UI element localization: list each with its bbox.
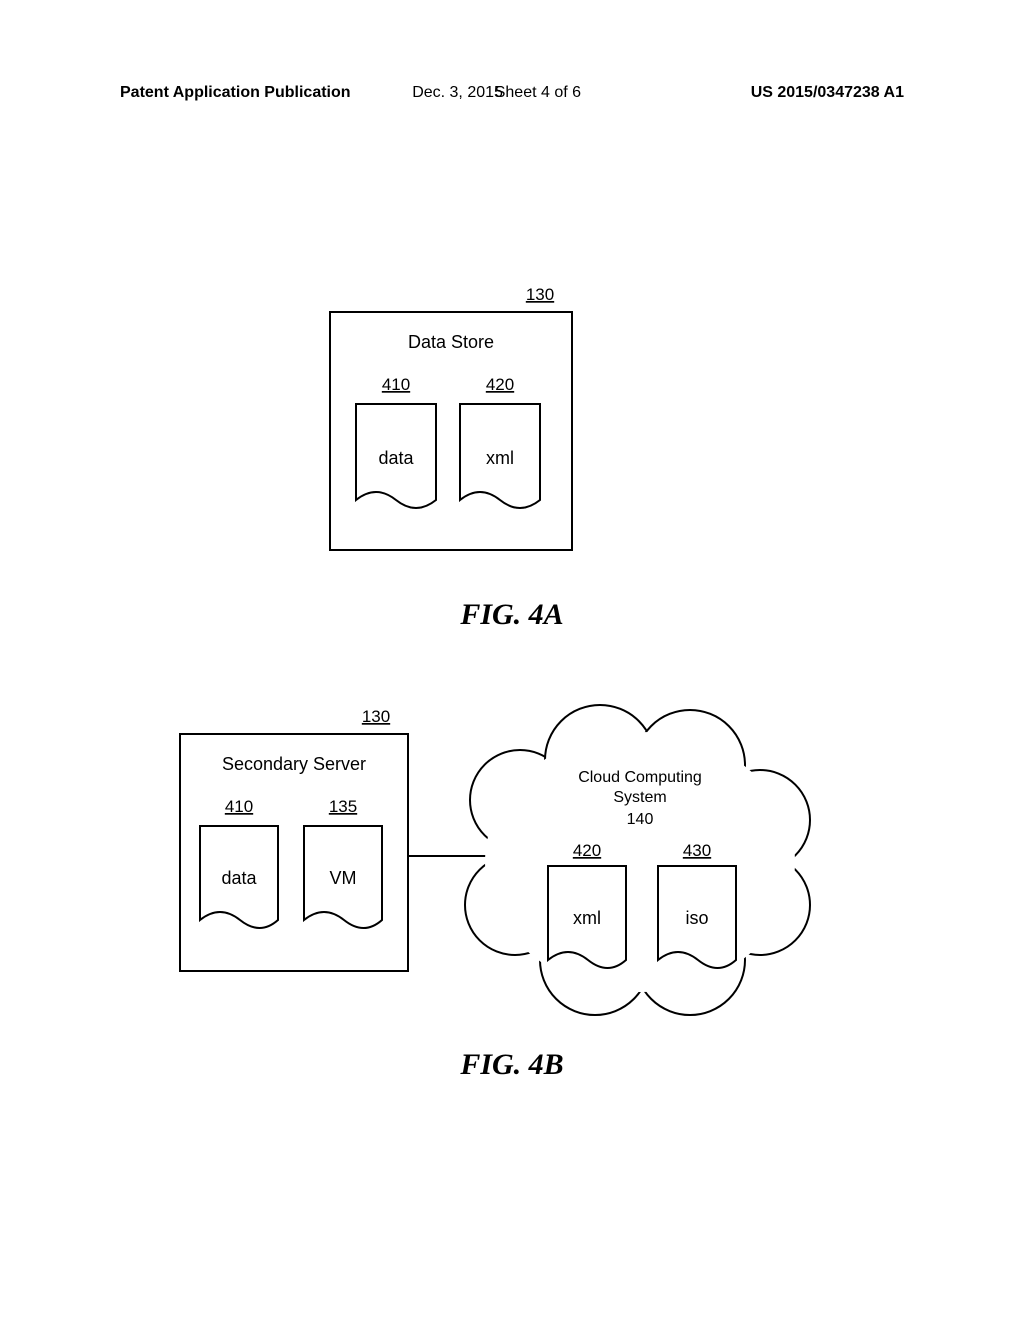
fig4b-doc3-ref: 420 xyxy=(573,841,601,860)
fig4b-doc4-ref: 430 xyxy=(683,841,711,860)
fig4b-server-title: Secondary Server xyxy=(222,754,366,774)
fig4b-doc1-label: data xyxy=(221,868,257,888)
page: Patent Application Publication Dec. 3, 2… xyxy=(0,0,1024,1320)
fig4b-cloud-title2: System xyxy=(613,789,666,806)
fig4b-doc1-ref: 410 xyxy=(225,797,253,816)
fig4b-doc4-label: iso xyxy=(685,908,708,928)
fig4b-cloud-ref: 140 xyxy=(627,811,654,828)
fig4b-cloud-title1: Cloud Computing xyxy=(578,769,702,786)
fig4b-doc2-label: VM xyxy=(330,868,357,888)
fig4b-diagram: 130 Secondary Server 410 135 data VM C xyxy=(0,0,1024,1060)
fig4b-server-ref: 130 xyxy=(362,707,390,726)
fig4b-doc2-ref: 135 xyxy=(329,797,357,816)
fig4b-doc3-label: xml xyxy=(573,908,601,928)
cloud-icon xyxy=(465,705,810,1015)
fig4b-caption: FIG. 4B xyxy=(0,1048,1024,1082)
